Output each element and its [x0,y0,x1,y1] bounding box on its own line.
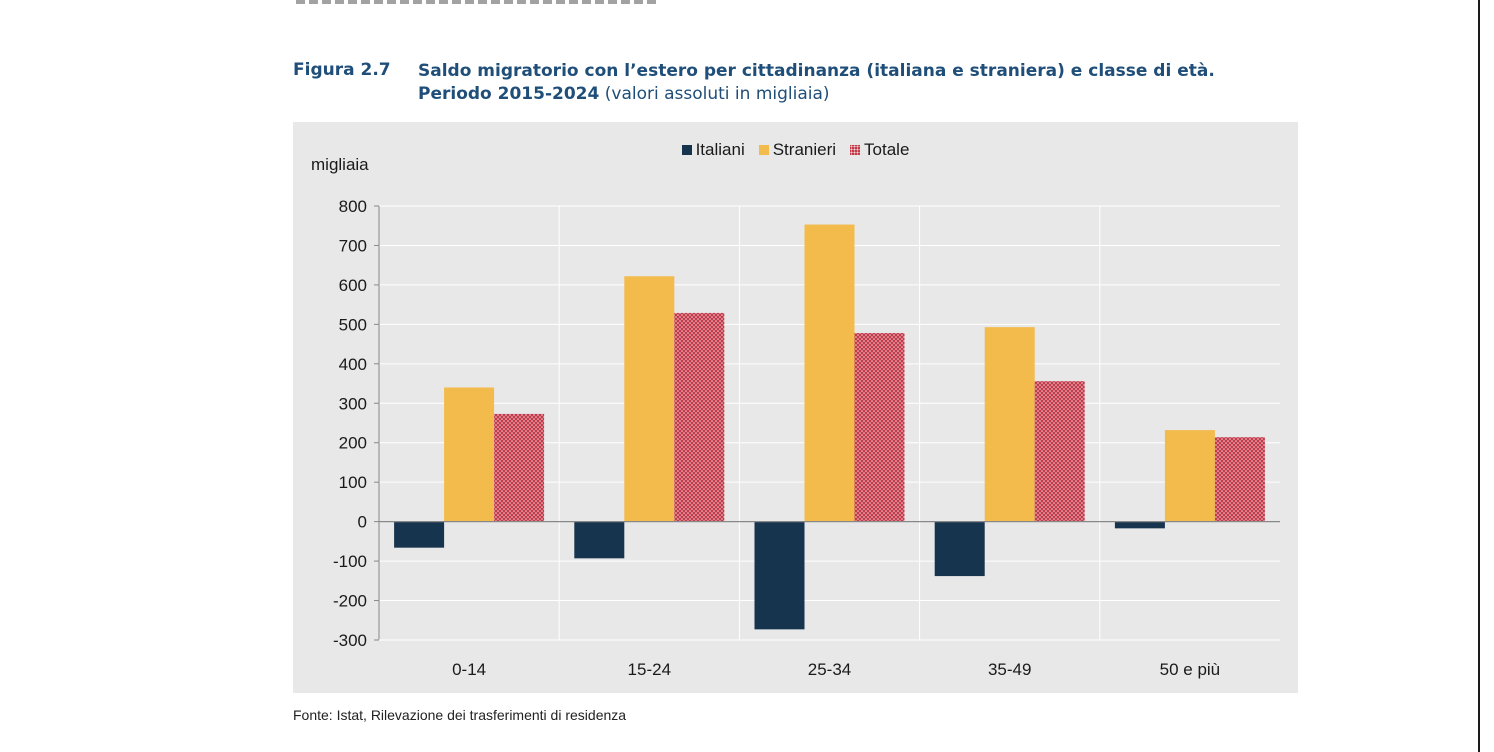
bar-totale [854,333,905,522]
y-tick-label: 200 [339,434,367,453]
y-tick-label: -100 [333,552,367,571]
legend-item: Italiani [681,140,745,160]
legend-item: Stranieri [758,140,837,160]
source-note: Fonte: Istat, Rilevazione dei trasferime… [293,707,627,723]
y-tick-label: 300 [339,394,367,413]
y-tick-label: 500 [339,315,367,334]
figure-title-period: Periodo 2015-2024 [418,84,600,104]
legend-item: Totale [850,140,909,160]
y-tick-label: 0 [358,513,367,532]
y-tick-label: 100 [339,473,367,492]
bar-stranieri [984,327,1035,522]
x-tick-label: 15-24 [628,660,671,679]
bar-totale [674,312,725,522]
bar-stranieri [1164,430,1215,522]
bar-totale [1034,381,1085,522]
x-tick-label: 25-34 [808,660,851,679]
x-tick-label: 0-14 [452,660,486,679]
bar-stranieri [804,224,855,522]
bar-italiani [1114,521,1165,529]
chart-panel: Italiani Stranieri Totale migliaia -300 -20… [293,122,1298,693]
y-tick-label: 700 [339,236,367,255]
figure-title-units: (valori assoluti in migliaia) [599,84,830,104]
legend-swatch [850,145,861,155]
viewer-right-edge [1478,0,1494,752]
x-tick-label: 50 e più [1160,660,1221,679]
y-tick-label: 800 [339,197,367,216]
legend-label: Italiani [695,140,745,159]
y-tick-label: 400 [339,355,367,374]
bar-italiani [574,521,625,559]
figure-title-main: Saldo migratorio con l’estero per cittad… [418,61,1215,81]
bar-totale [1214,437,1265,522]
legend-swatch [681,145,692,155]
y-tick-label: 600 [339,276,367,295]
legend-swatch [758,145,769,155]
bar-chart: -300 -200 -100 0 100 200 300 400 500 600 700 800 0-1… [333,197,1280,679]
cropped-text-line [296,0,656,4]
y-tick-label: -300 [333,631,367,650]
legend-label: Stranieri [772,140,837,159]
bar-stranieri [444,387,495,522]
bar-stranieri [624,276,675,522]
figure-number: Figura 2.7 [293,60,391,80]
y-tick-label: -200 [333,592,367,611]
y-axis-unit-label: migliaia [311,155,369,174]
bar-totale [494,413,545,522]
bar-italiani [394,521,445,548]
legend-label: Totale [864,140,910,159]
bar-italiani [934,521,985,577]
chart-legend: Italiani Stranieri Totale [293,140,1298,160]
figure-title: Saldo migratorio con l’estero per cittad… [418,60,1278,106]
bar-italiani [754,521,805,630]
x-tick-label: 35-49 [988,660,1031,679]
